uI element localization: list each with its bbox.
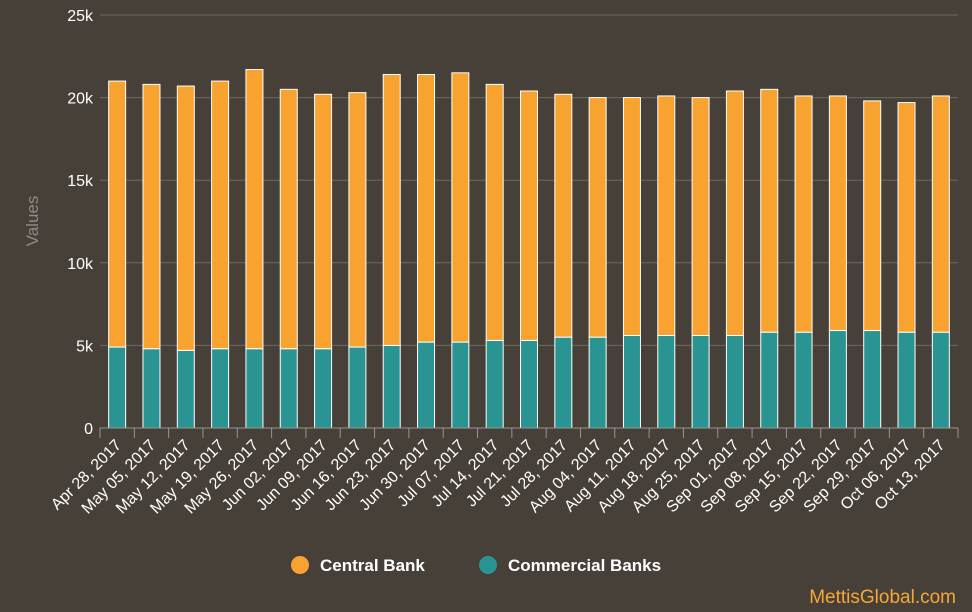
bar-central-bank[interactable] [485, 83, 504, 341]
watermark: MettisGlobal.com [809, 587, 956, 608]
bars [108, 69, 950, 429]
bar-central-bank[interactable] [279, 88, 298, 350]
bar-commercial-banks[interactable] [760, 331, 779, 429]
y-tick-label: 10k [67, 256, 94, 273]
bar-commercial-banks[interactable] [451, 341, 470, 429]
bar-commercial-banks[interactable] [657, 334, 676, 429]
bar-central-bank[interactable] [657, 95, 676, 336]
bar-commercial-banks[interactable] [108, 346, 127, 429]
bar-central-bank[interactable] [725, 90, 744, 336]
y-tick-label: 15k [67, 173, 94, 190]
y-tick-label: 25k [67, 8, 94, 25]
bar-commercial-banks[interactable] [314, 348, 333, 429]
bar-commercial-banks[interactable] [176, 349, 195, 429]
bar-central-bank[interactable] [348, 92, 367, 348]
y-tick-label: 5k [76, 338, 94, 355]
bar-commercial-banks[interactable] [348, 346, 367, 429]
bar-commercial-banks[interactable] [691, 334, 710, 429]
bar-commercial-banks[interactable] [863, 330, 882, 429]
legend-item-central-bank[interactable]: Central Bank [291, 556, 425, 575]
bar-commercial-banks[interactable] [794, 331, 813, 429]
bar-commercial-banks[interactable] [142, 348, 161, 429]
bar-central-bank[interactable] [451, 72, 470, 343]
legend-label-commercial-banks: Commercial Banks [508, 556, 661, 575]
bar-commercial-banks[interactable] [554, 336, 573, 429]
legend-item-commercial-banks[interactable]: Commercial Banks [479, 556, 661, 575]
bar-central-bank[interactable] [142, 83, 161, 350]
bar-central-bank[interactable] [211, 80, 230, 350]
bar-central-bank[interactable] [520, 90, 538, 341]
bar-central-bank[interactable] [417, 73, 436, 343]
bar-central-bank[interactable] [760, 88, 779, 333]
bar-commercial-banks[interactable] [417, 341, 436, 429]
bar-central-bank[interactable] [554, 93, 573, 338]
bar-commercial-banks[interactable] [245, 348, 264, 429]
bar-central-bank[interactable] [931, 95, 950, 333]
bar-central-bank[interactable] [588, 97, 607, 338]
bar-commercial-banks[interactable] [588, 336, 607, 429]
bar-commercial-banks[interactable] [897, 331, 916, 429]
bar-commercial-banks[interactable] [279, 348, 298, 429]
bar-central-bank[interactable] [382, 73, 401, 346]
bar-commercial-banks[interactable] [828, 330, 847, 429]
bar-central-bank[interactable] [314, 93, 333, 350]
y-axis-title: Values [23, 196, 42, 247]
bar-central-bank[interactable] [863, 100, 882, 332]
bar-central-bank[interactable] [622, 97, 641, 336]
bar-central-bank[interactable] [828, 95, 847, 332]
bar-commercial-banks[interactable] [622, 334, 641, 429]
legend-swatch-central-bank [291, 556, 309, 574]
legend: Central Bank Commercial Banks [291, 556, 661, 575]
y-axis-ticks: 0 5k 10k 15k 20k 25k [67, 8, 94, 438]
bar-central-bank[interactable] [691, 97, 710, 336]
bar-commercial-banks[interactable] [485, 339, 504, 429]
bar-commercial-banks[interactable] [211, 348, 230, 429]
bar-commercial-banks[interactable] [725, 334, 744, 429]
bar-commercial-banks[interactable] [382, 344, 401, 429]
legend-swatch-commercial-banks [479, 556, 497, 574]
legend-label-central-bank: Central Bank [320, 556, 425, 575]
bar-central-bank[interactable] [794, 95, 813, 333]
y-tick-label: 0 [84, 421, 93, 438]
bar-central-bank[interactable] [176, 85, 195, 351]
bar-central-bank[interactable] [108, 80, 127, 348]
bar-central-bank[interactable] [245, 69, 264, 350]
y-tick-label: 20k [67, 91, 94, 108]
bar-commercial-banks[interactable] [931, 331, 950, 429]
bar-central-bank[interactable] [897, 102, 916, 333]
bar-commercial-banks[interactable] [520, 339, 538, 429]
